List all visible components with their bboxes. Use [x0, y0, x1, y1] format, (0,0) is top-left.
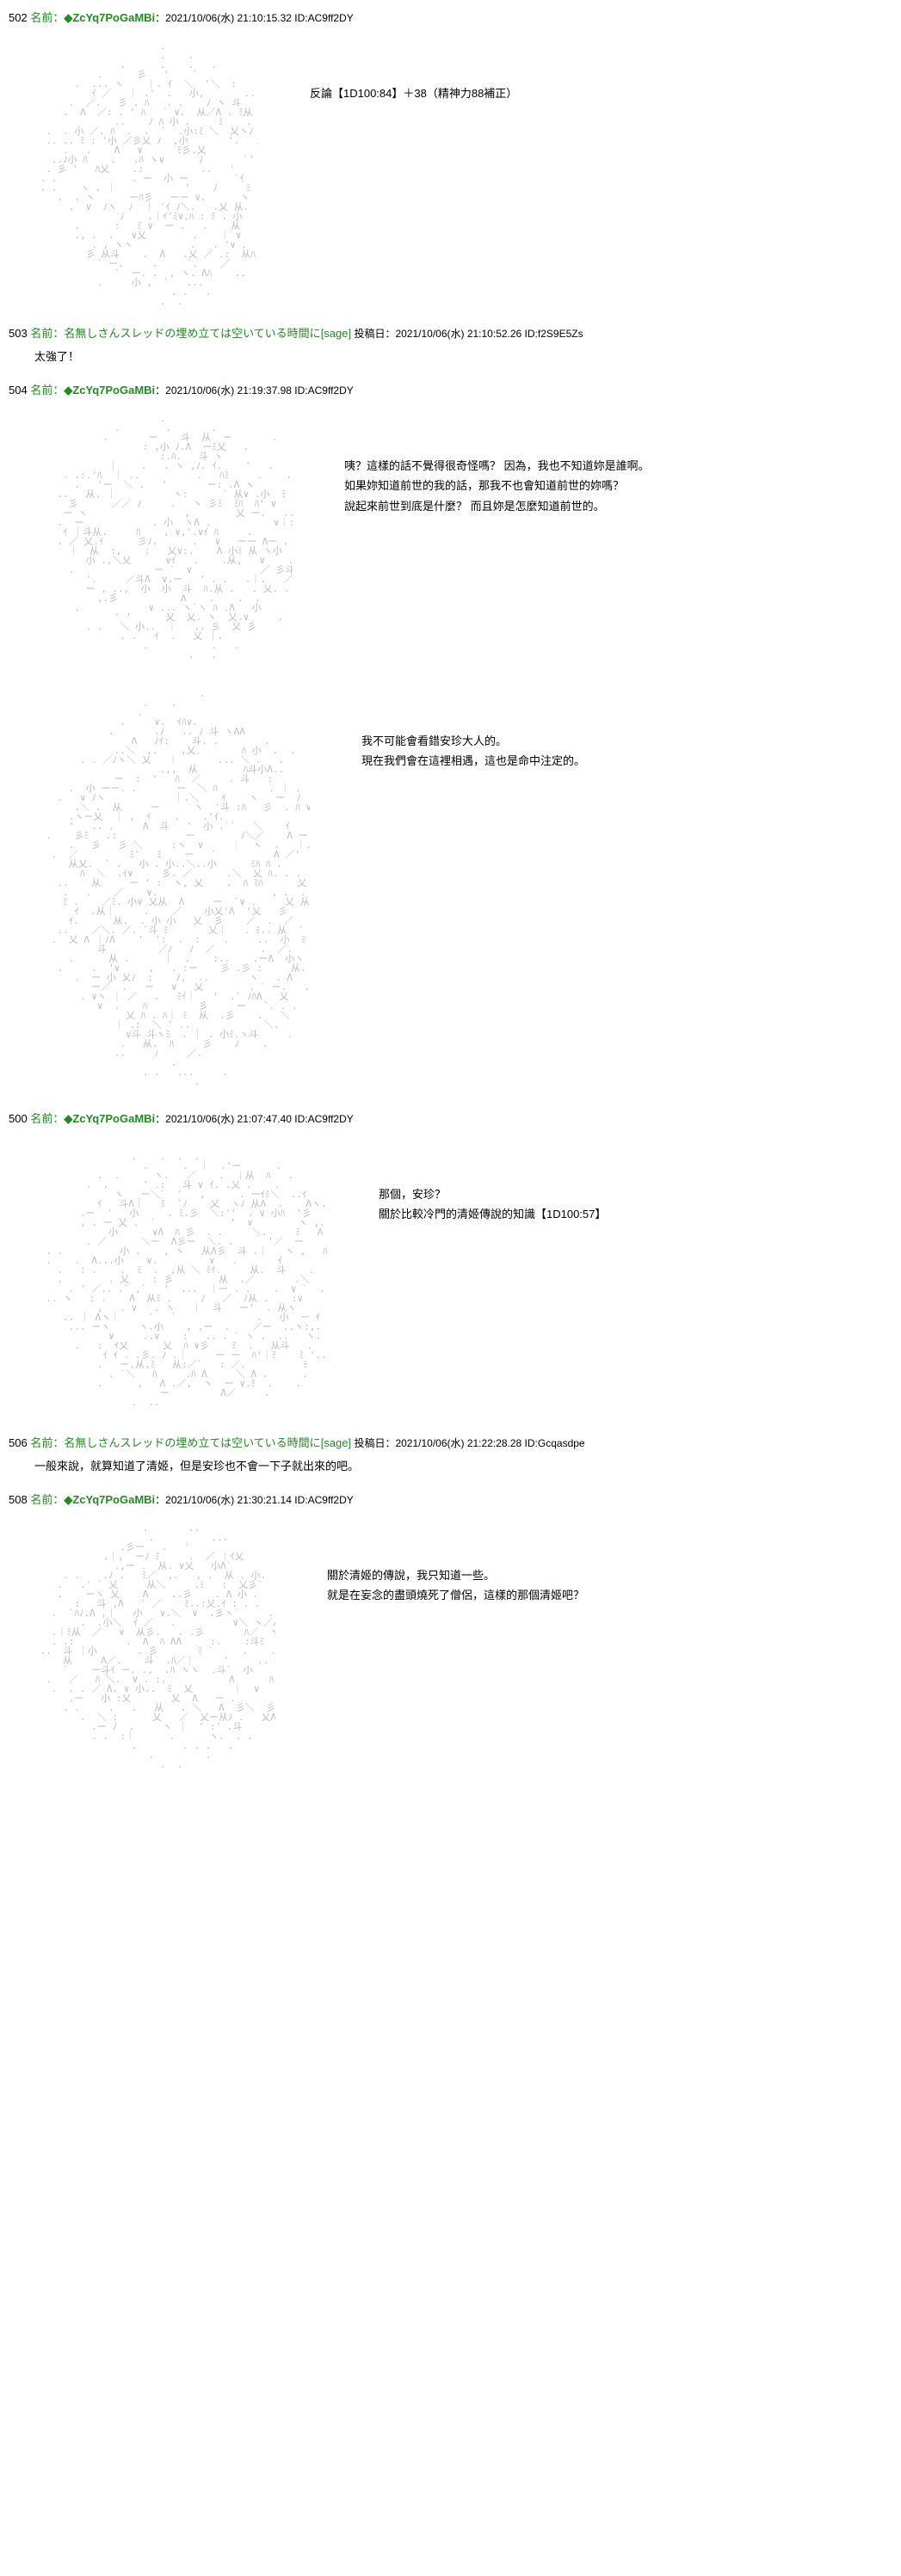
- post-header: 500 名前：◆ZcYq7PoGaMBi：2021/10/06(水) 21:07…: [9, 1110, 892, 1126]
- message-line: 如果妳知道前世的我的話，那我不也會知道前世的妳嗎？: [344, 476, 892, 495]
- name-label: 名前：: [30, 1493, 64, 1506]
- message-line: 關於清姬的傳說，我只知道一些。: [327, 1565, 892, 1585]
- message-line: 說起來前世到底是什麼？ 而且妳是怎麼知道前世的。: [344, 496, 892, 516]
- forum-post: 503 名前：名無しさんスレッドの埋め立ては空いている時間に[sage] 投稿日…: [0, 324, 901, 364]
- message-line: 我不可能會看錯安珍大人的。: [361, 731, 892, 751]
- post-date-id: 投稿日：2021/10/06(水) 21:10:52.26 ID:f2S9E5Z…: [351, 328, 583, 340]
- message-line: 就是在妄念的盡頭燒死了僧侶，這樣的那個清姬吧？: [327, 1585, 892, 1605]
- forum-post: 506 名前：名無しさんスレッドの埋め立ては空いている時間に[sage] 投稿日…: [0, 1434, 901, 1473]
- message-line: 那個，安珍？: [379, 1184, 892, 1204]
- post-header: 506 名前：名無しさんスレッドの埋め立ては空いている時間に[sage] 投稿日…: [9, 1434, 892, 1450]
- post-header: 504 名前：◆ZcYq7PoGaMBi：2021/10/06(水) 21:19…: [9, 381, 892, 397]
- post-date-id: ：2021/10/06(水) 21:07:47.40 ID:AC9ff2DY: [155, 1113, 354, 1125]
- ascii-art: . . . . . ∨. ｲﾊ∨.: [34, 679, 310, 1092]
- message-line: 關於比較冷門的清姬傳說的知識【1D100:57】: [379, 1204, 892, 1224]
- anon-name: 名無しさんスレッドの埋め立ては空いている時間に: [64, 1436, 320, 1449]
- name-label: 名前：: [30, 384, 64, 397]
- post-header: 508 名前：◆ZcYq7PoGaMBi：2021/10/06(水) 21:30…: [9, 1491, 892, 1507]
- name-label: 名前：: [30, 11, 64, 24]
- post-number: 508: [9, 1493, 30, 1506]
- ascii-art: . .. . ... .彡ー . ' .｜, ーﾉ ﾐ . ／ ｜ｲ乂 .,ー …: [34, 1514, 275, 1772]
- post-body: . . . . . ー 斗 从 ー . : ,小 ﾉ.Λ ーﾐ乂 .: [9, 404, 892, 662]
- ascii-art: . . . . . . . . 彡 ' ` . ... ヽ ｜. ｲ ＼ '＼ …: [34, 32, 258, 307]
- tripcode[interactable]: ◆ZcYq7PoGaMBi: [64, 11, 155, 24]
- anon-name: 名無しさんスレッドの埋め立ては空いている時間に: [64, 327, 320, 340]
- message-line: 現在我們會在這裡相遇，這也是命中注定的。: [361, 751, 892, 771]
- message-line: 反論【1D100:84】＋38（精神力88補正）: [310, 83, 892, 103]
- tripcode[interactable]: ◆ZcYq7PoGaMBi: [64, 1493, 155, 1506]
- forum-post: 508 名前：◆ZcYq7PoGaMBi：2021/10/06(水) 21:30…: [0, 1491, 901, 1772]
- sage-tag: [sage]: [321, 1436, 351, 1449]
- post-message: 反論【1D100:84】＋38（精神力88補正）: [310, 32, 892, 103]
- name-label: 名前：: [30, 1112, 64, 1125]
- forum-post: 500 名前：◆ZcYq7PoGaMBi：2021/10/06(水) 21:07…: [0, 1110, 901, 1417]
- forum-post: 502 名前：◆ZcYq7PoGaMBi：2021/10/06(水) 21:10…: [0, 9, 901, 307]
- post-body: . .. . ... .彡ー . ' .｜, ーﾉ ﾐ . ／ ｜ｲ乂 .,ー …: [9, 1514, 892, 1772]
- post-message: 我不可能會看錯安珍大人的。現在我們會在這裡相遇，這也是命中注定的。: [361, 679, 892, 772]
- post-date-id: 投稿日：2021/10/06(水) 21:22:28.28 ID:Gcqasdp…: [351, 1437, 584, 1449]
- name-label: 名前：: [30, 1436, 64, 1449]
- post-body: . . . . . . ｜ .'ー . . . ヽ. ／ . ｜从 ﾊ . . …: [9, 1133, 892, 1417]
- post-message: 那個，安珍？關於比較冷門的清姬傳說的知識【1D100:57】: [379, 1133, 892, 1225]
- post-message: 太強了！: [9, 347, 892, 364]
- tripcode[interactable]: ◆ZcYq7PoGaMBi: [64, 384, 155, 397]
- post-date-id: ：2021/10/06(水) 21:10:15.32 ID:AC9ff2DY: [155, 12, 354, 24]
- post-header: 503 名前：名無しさんスレッドの埋め立ては空いている時間に[sage] 投稿日…: [9, 324, 892, 341]
- post-body: . . . . . ∨. ｲﾊ∨.: [9, 679, 892, 1092]
- post-number: 506: [9, 1436, 30, 1449]
- forum-post: 504 名前：◆ZcYq7PoGaMBi：2021/10/06(水) 21:19…: [0, 381, 901, 662]
- post-body: . . . . . . . . 彡 ' ` . ... ヽ ｜. ｲ ＼ '＼ …: [9, 32, 892, 307]
- name-label: 名前：: [30, 327, 64, 340]
- ascii-art: . . . . . . ｜ .'ー . . . ヽ. ／ . ｜从 ﾊ . . …: [34, 1133, 327, 1417]
- post-message: 關於清姬的傳說，我只知道一些。就是在妄念的盡頭燒死了僧侶，這樣的那個清姬吧？: [327, 1514, 892, 1606]
- post-message: 咦？這樣的話不覺得很奇怪嗎？ 因為，我也不知道妳是誰啊。如果妳知道前世的我的話，…: [344, 404, 892, 516]
- post-number: 503: [9, 327, 30, 340]
- message-line: 咦？這樣的話不覺得很奇怪嗎？ 因為，我也不知道妳是誰啊。: [344, 456, 892, 476]
- post-date-id: ：2021/10/06(水) 21:30:21.14 ID:AC9ff2DY: [155, 1494, 354, 1506]
- post-header: 502 名前：◆ZcYq7PoGaMBi：2021/10/06(水) 21:10…: [9, 9, 892, 25]
- post-number: 504: [9, 384, 30, 397]
- forum-post: . . . . . ∨. ｲﾊ∨.: [0, 679, 901, 1092]
- post-number: 500: [9, 1112, 30, 1125]
- sage-tag: [sage]: [321, 327, 351, 340]
- ascii-art: . . . . . ー 斗 从 ー . : ,小 ﾉ.Λ ーﾐ乂 .: [34, 404, 293, 662]
- post-date-id: ：2021/10/06(水) 21:19:37.98 ID:AC9ff2DY: [155, 384, 354, 397]
- post-number: 502: [9, 11, 30, 24]
- tripcode[interactable]: ◆ZcYq7PoGaMBi: [64, 1112, 155, 1125]
- post-message: 一般來說，就算知道了清姬，但是安珍也不會一下子就出來的吧。: [9, 1457, 892, 1473]
